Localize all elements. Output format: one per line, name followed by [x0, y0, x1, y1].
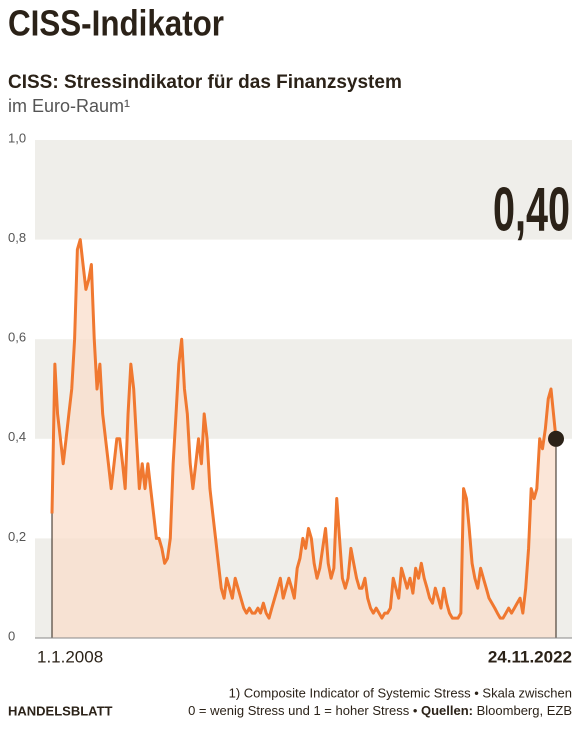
- brand: HANDELSBLATT: [8, 703, 113, 718]
- y-tick-label: 1,0: [8, 130, 26, 145]
- y-tick-label: 0: [8, 628, 15, 643]
- footnote: 1) Composite Indicator of Systemic Stres…: [229, 685, 572, 700]
- y-tick-label: 0,4: [8, 429, 26, 444]
- end-marker: [548, 430, 564, 447]
- plot: 0,40: [50, 175, 570, 638]
- band: [35, 140, 572, 240]
- x-tick-label: 24.11.2022: [488, 647, 572, 666]
- source-label: Quellen:: [421, 703, 473, 718]
- chart-title: CISS: Stressindikator für das Finanzsyst…: [8, 72, 402, 93]
- source: Bloomberg, EZB: [473, 703, 572, 718]
- footnote: 0 = wenig Stress und 1 = hoher Stress • …: [188, 703, 572, 718]
- band: [35, 339, 572, 439]
- chart-subtitle: im Euro-Raum¹: [8, 96, 130, 116]
- y-tick-label: 0,2: [8, 529, 26, 544]
- x-tick-label: 1.1.2008: [37, 647, 103, 666]
- y-tick-label: 0,6: [8, 330, 26, 345]
- y-tick-label: 0,8: [8, 230, 26, 245]
- line: [50, 238, 558, 620]
- area: [52, 239, 556, 638]
- page-title: CISS-Indikator: [8, 3, 224, 44]
- footnote: 0 = wenig Stress und 1 = hoher Stress •: [188, 703, 421, 718]
- end-value-label: 0,40: [493, 175, 570, 244]
